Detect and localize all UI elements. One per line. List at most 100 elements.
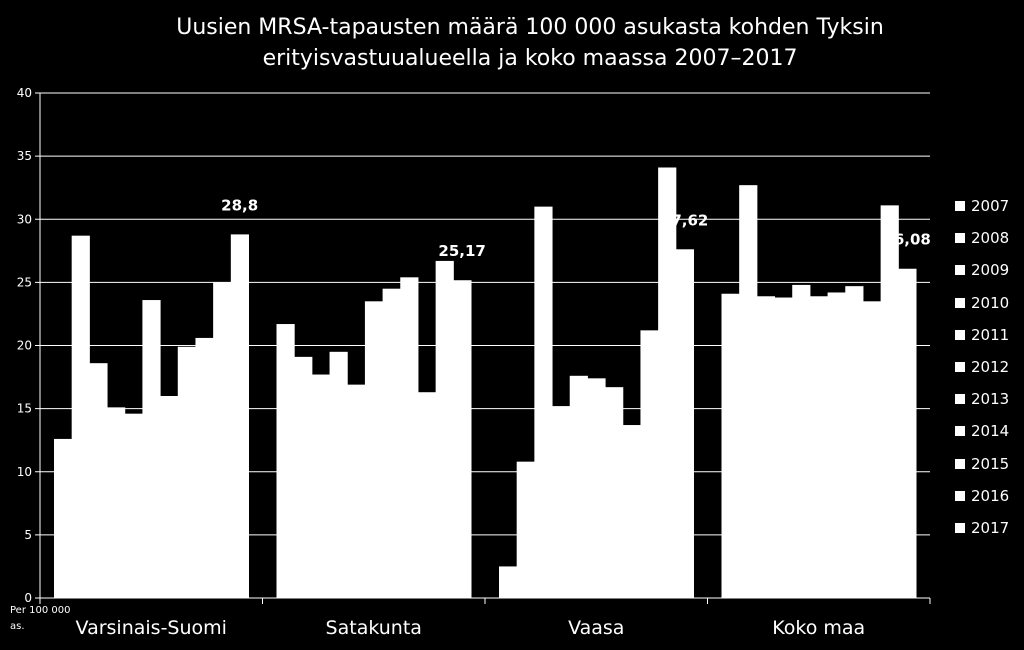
bar-koko-maa-2008 — [739, 185, 758, 598]
legend-label: 2009 — [971, 261, 1010, 280]
bar-varsinais-suomi-2017 — [230, 234, 249, 598]
bar-koko-maa-2010 — [774, 297, 793, 598]
chart-title: Uusien MRSA-tapausten määrä 100 000 asuk… — [40, 12, 1020, 74]
bar-vaasa-2016 — [658, 167, 677, 599]
bar-satakunta-2015 — [417, 392, 437, 598]
labels: Varsinais-Suomi 28,8 Satakunta 25,17 Vaasa 27… — [10, 196, 931, 639]
x-category-label: Koko maa — [772, 617, 865, 639]
legend-swatch — [955, 297, 965, 308]
legend-item-2015: 2015 — [955, 448, 1009, 480]
bar-satakunta-2017 — [453, 280, 472, 598]
data-label: 25,17 — [438, 242, 485, 260]
bar-varsinais-suomi-2012 — [142, 300, 161, 598]
chart-title-line-2: erityisvastuualueella ja koko maassa 200… — [262, 46, 798, 71]
legend-label: 2008 — [971, 229, 1010, 248]
legend-item-2016: 2016 — [955, 480, 1009, 512]
bar-varsinais-suomi-2007 — [54, 438, 73, 598]
x-category-label: Satakunta — [326, 617, 422, 639]
bar-koko-maa-2016 — [880, 205, 899, 599]
bar-satakunta-2007 — [276, 324, 295, 598]
bar-satakunta-2016 — [435, 260, 454, 598]
y-tick-label: 0 — [24, 591, 32, 605]
legend-label: 2010 — [971, 293, 1010, 312]
y-tick-label: 5 — [24, 528, 32, 542]
bar-vaasa-2012 — [587, 378, 606, 598]
bar-varsinais-suomi-2016 — [213, 282, 232, 598]
bar-koko-maa-2011 — [792, 284, 811, 598]
legend-label: 2013 — [971, 390, 1010, 409]
bar-koko-maa-2012 — [809, 296, 829, 598]
bar-koko-maa-2009 — [756, 296, 776, 598]
y-tick-label: 30 — [17, 212, 32, 226]
axes: 0 5 10 15 20 25 30 35 40 — [17, 86, 931, 605]
bar-koko-maa-2007 — [721, 293, 740, 598]
bar-varsinais-suomi-2014 — [177, 346, 196, 598]
bar-satakunta-2014 — [400, 277, 419, 598]
bar-vaasa-2009 — [534, 206, 553, 598]
data-label: 26,08 — [883, 231, 930, 249]
bar-vaasa-2015 — [640, 330, 659, 598]
legend-label: 2017 — [971, 518, 1010, 537]
y-unit-label-line-2: as. — [10, 621, 25, 632]
chart-title-line-1: Uusien MRSA-tapausten määrä 100 000 asuk… — [176, 15, 884, 40]
legend-label: 2015 — [971, 454, 1010, 473]
y-tick-label: 10 — [17, 465, 32, 479]
bar-satakunta-2010 — [329, 351, 348, 598]
y-tick-label: 40 — [17, 86, 32, 100]
legend-swatch — [955, 233, 965, 244]
bar-vaasa-2014 — [622, 425, 641, 598]
legend-item-2012: 2012 — [955, 351, 1009, 383]
data-label: 27,62 — [661, 211, 708, 229]
bar-vaasa-2007 — [499, 566, 518, 598]
legend-item-2010: 2010 — [955, 287, 1009, 319]
x-category-label: Varsinais-Suomi — [76, 617, 227, 639]
legend-swatch — [955, 458, 965, 469]
legend-item-2011: 2011 — [955, 319, 1009, 351]
legend-item-2014: 2014 — [955, 415, 1009, 447]
bar-varsinais-suomi-2013 — [160, 396, 179, 598]
legend-item-2013: 2013 — [955, 383, 1009, 415]
bar-satakunta-2012 — [364, 301, 384, 598]
legend-swatch — [955, 426, 965, 437]
bar-vaasa-2008 — [516, 461, 535, 598]
legend-item-2017: 2017 — [955, 512, 1009, 544]
bar-satakunta-2013 — [382, 288, 401, 598]
data-label: 28,8 — [221, 196, 258, 214]
legend-item-2007: 2007 — [955, 190, 1009, 222]
bar-satakunta-2011 — [347, 384, 366, 598]
legend-item-2009: 2009 — [955, 254, 1009, 286]
legend-swatch — [955, 490, 965, 501]
bar-satakunta-2008 — [294, 356, 313, 598]
bar-varsinais-suomi-2009 — [89, 363, 108, 598]
bar-satakunta-2009 — [311, 374, 331, 598]
bar-varsinais-suomi-2008 — [71, 235, 90, 598]
legend-label: 2012 — [971, 358, 1010, 377]
bar-varsinais-suomi-2015 — [195, 337, 214, 598]
y-tick-label: 25 — [17, 275, 32, 289]
legend-label: 2007 — [971, 197, 1010, 216]
bar-koko-maa-2013 — [827, 292, 846, 598]
y-tick-label: 35 — [17, 149, 32, 163]
bar-koko-maa-2014 — [845, 286, 864, 598]
legend-swatch — [955, 394, 965, 405]
legend-swatch — [955, 522, 965, 533]
legend-label: 2016 — [971, 486, 1010, 505]
bar-vaasa-2011 — [569, 375, 588, 598]
legend-swatch — [955, 265, 965, 276]
y-tick-label: 20 — [17, 339, 32, 353]
bar-varsinais-suomi-2011 — [124, 413, 143, 598]
legend-swatch — [955, 329, 965, 340]
legend-swatch — [955, 201, 965, 212]
y-unit-label-line-1: Per 100 000 — [10, 605, 70, 616]
legend-item-2008: 2008 — [955, 222, 1009, 254]
x-category-label: Vaasa — [568, 617, 624, 639]
bar-vaasa-2010 — [552, 406, 571, 598]
bar-koko-maa-2017 — [898, 268, 917, 598]
y-tick-label: 15 — [17, 402, 32, 416]
bar-vaasa-2017 — [675, 249, 694, 599]
bar-varsinais-suomi-2010 — [107, 407, 126, 598]
bar-koko-maa-2015 — [862, 301, 882, 598]
bars — [54, 167, 917, 599]
legend-label: 2014 — [971, 422, 1010, 441]
